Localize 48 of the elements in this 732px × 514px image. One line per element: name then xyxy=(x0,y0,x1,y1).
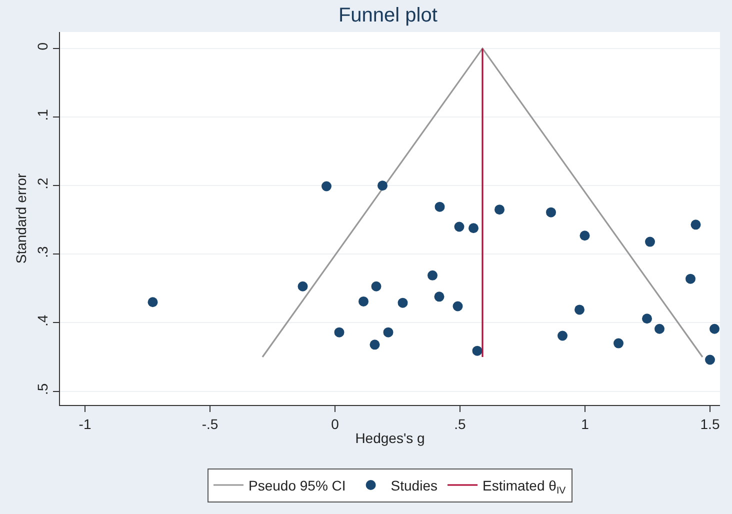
point xyxy=(690,220,701,230)
point xyxy=(494,204,504,215)
y-tick-label: .1 xyxy=(34,108,50,121)
point xyxy=(148,297,158,308)
point xyxy=(686,274,696,284)
y-tick-label: 0 xyxy=(34,42,50,50)
point xyxy=(468,223,478,234)
x-tick-label: .5 xyxy=(454,416,466,432)
point xyxy=(654,324,664,334)
point xyxy=(546,207,556,218)
point xyxy=(645,236,655,247)
point xyxy=(454,222,464,232)
point xyxy=(472,346,482,356)
point xyxy=(558,330,568,341)
point xyxy=(358,296,368,306)
y-tick-label: .4 xyxy=(34,314,50,326)
x-tick-label: 0 xyxy=(331,416,340,432)
point xyxy=(334,327,344,338)
y-axis-title: Standard error xyxy=(13,173,29,264)
x-tick-label: 1 xyxy=(581,416,590,432)
y-tick-label: .5 xyxy=(34,383,50,396)
x-tick-label: -.5 xyxy=(202,416,218,432)
chart-title: Funnel plot xyxy=(338,4,438,27)
legend-label: Pseudo 95% CI xyxy=(248,477,346,494)
point xyxy=(434,202,445,212)
point xyxy=(710,324,720,334)
legend-label: Estimated θ$_{IV}$ xyxy=(482,477,566,496)
y-tick-label: .2 xyxy=(34,177,50,190)
point xyxy=(580,230,590,241)
point xyxy=(434,292,444,302)
point xyxy=(705,354,715,365)
point xyxy=(428,270,438,280)
point xyxy=(614,338,624,348)
point xyxy=(370,340,380,350)
point xyxy=(383,327,394,338)
x-axis-title: Hedges's g xyxy=(355,430,425,446)
point xyxy=(378,180,388,191)
y-tick-label: .3 xyxy=(34,246,50,258)
point xyxy=(642,314,652,324)
legend-label: Studies xyxy=(390,477,438,494)
x-tick-label: 1.5 xyxy=(700,416,720,432)
point xyxy=(322,181,332,192)
point xyxy=(574,304,584,315)
point xyxy=(398,298,408,308)
point xyxy=(298,281,308,292)
x-tick-label: -1 xyxy=(78,416,92,432)
point xyxy=(371,281,382,292)
point xyxy=(452,301,463,312)
